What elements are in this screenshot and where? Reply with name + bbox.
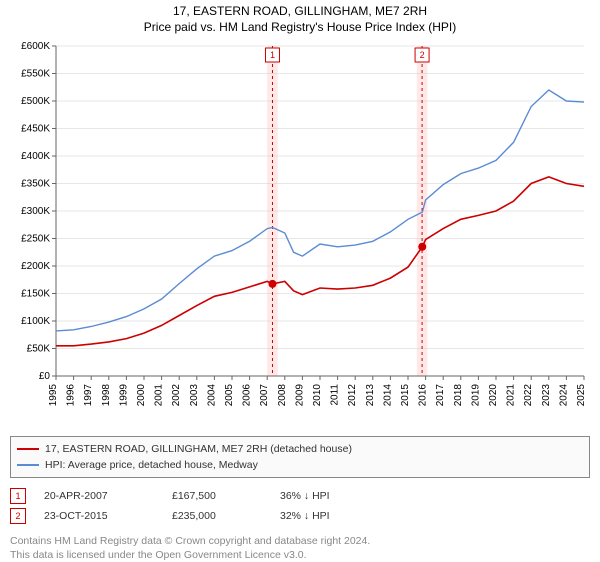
sale-1-date: 20-APR-2007 bbox=[44, 490, 154, 502]
legend-label-property: 17, EASTERN ROAD, GILLINGHAM, ME7 2RH (d… bbox=[45, 443, 352, 455]
svg-text:1997: 1997 bbox=[83, 384, 94, 407]
titles: 17, EASTERN ROAD, GILLINGHAM, ME7 2RH Pr… bbox=[0, 0, 600, 34]
svg-text:2004: 2004 bbox=[206, 384, 217, 407]
svg-text:2003: 2003 bbox=[189, 384, 200, 407]
gov-line1: Contains HM Land Registry data © Crown c… bbox=[10, 535, 370, 547]
sales-row-2: 2 23-OCT-2015 £235,000 32% ↓ HPI bbox=[10, 506, 590, 526]
svg-text:£350K: £350K bbox=[21, 179, 50, 190]
svg-text:2016: 2016 bbox=[418, 384, 429, 407]
chart-figure: 17, EASTERN ROAD, GILLINGHAM, ME7 2RH Pr… bbox=[0, 0, 600, 560]
svg-text:2019: 2019 bbox=[470, 384, 481, 407]
legend-box: 17, EASTERN ROAD, GILLINGHAM, ME7 2RH (d… bbox=[10, 436, 590, 478]
chart-footer: 17, EASTERN ROAD, GILLINGHAM, ME7 2RH (d… bbox=[10, 436, 590, 562]
svg-text:2018: 2018 bbox=[453, 384, 464, 407]
svg-text:2010: 2010 bbox=[312, 384, 323, 407]
sale-2-date: 23-OCT-2015 bbox=[44, 510, 154, 522]
legend-item-hpi: HPI: Average price, detached house, Medw… bbox=[17, 457, 583, 473]
svg-text:£500K: £500K bbox=[21, 96, 50, 107]
svg-text:2023: 2023 bbox=[541, 384, 552, 407]
svg-text:£150K: £150K bbox=[21, 289, 50, 300]
sale-marker-2-icon: 2 bbox=[10, 508, 26, 524]
svg-text:£250K: £250K bbox=[21, 234, 50, 245]
sales-row-1: 1 20-APR-2007 £167,500 36% ↓ HPI bbox=[10, 486, 590, 506]
legend-swatch-hpi bbox=[17, 464, 39, 466]
legend-item-property: 17, EASTERN ROAD, GILLINGHAM, ME7 2RH (d… bbox=[17, 441, 583, 457]
svg-text:1: 1 bbox=[270, 50, 275, 60]
gov-line2: This data is licensed under the Open Gov… bbox=[10, 549, 307, 561]
line-chart-svg: £0 £50K £100K £150K £200K £250K £300K £350K £400… bbox=[10, 40, 590, 430]
svg-text:2025: 2025 bbox=[576, 384, 587, 407]
sale-2-diff: 32% ↓ HPI bbox=[280, 510, 360, 522]
svg-text:2024: 2024 bbox=[558, 384, 569, 407]
svg-text:2014: 2014 bbox=[382, 384, 393, 407]
svg-text:2007: 2007 bbox=[259, 384, 270, 407]
svg-text:£550K: £550K bbox=[21, 69, 50, 80]
svg-text:£50K: £50K bbox=[27, 344, 51, 355]
svg-text:2006: 2006 bbox=[242, 384, 253, 407]
svg-text:£300K: £300K bbox=[21, 206, 50, 217]
svg-text:2005: 2005 bbox=[224, 384, 235, 407]
sale-1-price: £167,500 bbox=[172, 490, 262, 502]
svg-text:£400K: £400K bbox=[21, 151, 50, 162]
svg-text:2013: 2013 bbox=[365, 384, 376, 407]
svg-text:1995: 1995 bbox=[48, 384, 59, 407]
sale-1-diff: 36% ↓ HPI bbox=[280, 490, 360, 502]
svg-text:£600K: £600K bbox=[21, 41, 50, 52]
svg-text:1996: 1996 bbox=[66, 384, 77, 407]
svg-text:2022: 2022 bbox=[523, 384, 534, 407]
chart-area: £0 £50K £100K £150K £200K £250K £300K £350K £400… bbox=[10, 40, 590, 430]
svg-text:2021: 2021 bbox=[506, 384, 517, 407]
svg-text:2009: 2009 bbox=[294, 384, 305, 407]
sale-2-price: £235,000 bbox=[172, 510, 262, 522]
title-subtitle: Price paid vs. HM Land Registry's House … bbox=[0, 20, 600, 34]
svg-text:2011: 2011 bbox=[330, 384, 341, 406]
svg-text:£100K: £100K bbox=[21, 316, 50, 327]
svg-text:2001: 2001 bbox=[154, 384, 165, 407]
legend-label-hpi: HPI: Average price, detached house, Medw… bbox=[45, 459, 258, 471]
svg-text:2008: 2008 bbox=[277, 384, 288, 407]
svg-text:2020: 2020 bbox=[488, 384, 499, 407]
title-address: 17, EASTERN ROAD, GILLINGHAM, ME7 2RH bbox=[0, 4, 600, 18]
legend-swatch-property bbox=[17, 448, 39, 450]
svg-text:2012: 2012 bbox=[347, 384, 358, 407]
sale-marker-1-icon: 1 bbox=[10, 488, 26, 504]
sale-marker-2-num: 2 bbox=[15, 512, 20, 521]
gov-licence-text: Contains HM Land Registry data © Crown c… bbox=[10, 534, 590, 562]
sales-table: 1 20-APR-2007 £167,500 36% ↓ HPI 2 23-OC… bbox=[10, 486, 590, 526]
svg-text:2: 2 bbox=[420, 50, 425, 60]
svg-text:£200K: £200K bbox=[21, 261, 50, 272]
svg-text:2017: 2017 bbox=[435, 384, 446, 407]
svg-text:1998: 1998 bbox=[101, 384, 112, 407]
svg-text:£0: £0 bbox=[39, 371, 51, 382]
svg-text:£450K: £450K bbox=[21, 124, 50, 135]
svg-text:2002: 2002 bbox=[171, 384, 182, 407]
svg-text:1999: 1999 bbox=[118, 384, 129, 407]
svg-text:2015: 2015 bbox=[400, 384, 411, 407]
sale-marker-1-num: 1 bbox=[15, 492, 20, 501]
svg-text:2000: 2000 bbox=[136, 384, 147, 407]
